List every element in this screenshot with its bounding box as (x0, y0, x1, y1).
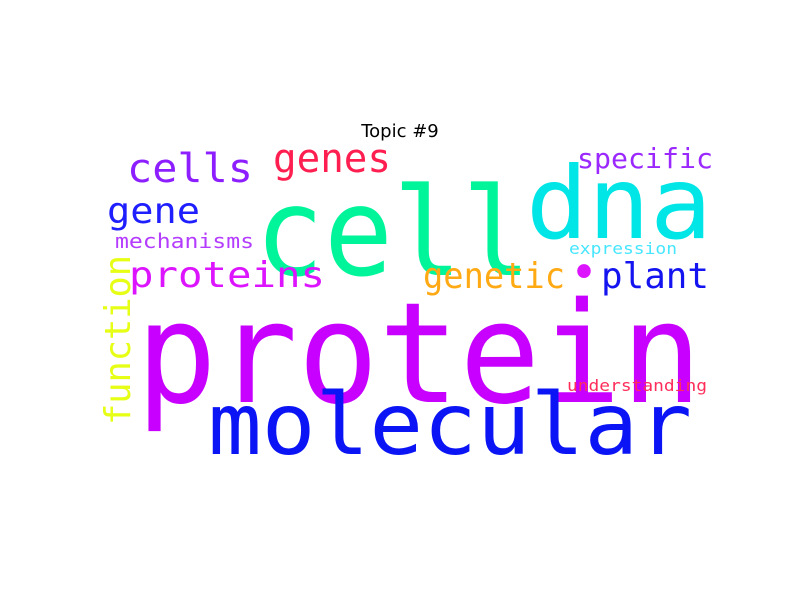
word-molecular: molecular (208, 375, 692, 456)
word-cell: cell (255, 162, 531, 304)
word-function: function (100, 255, 139, 425)
word-bullet: • (570, 245, 598, 301)
figure-title: Topic #9 (361, 121, 439, 142)
word-cloud: protein molecular cell dna cells genes s… (100, 144, 720, 456)
word-genes: genes (273, 144, 391, 182)
word-mechanisms: mechanisms (115, 229, 254, 253)
word-protein: protein (136, 273, 702, 436)
word-expression: expression (569, 239, 677, 258)
word-gene: gene (107, 191, 200, 232)
word-genetic: genetic (423, 256, 565, 297)
word-cells: cells (127, 146, 253, 192)
word-plant: plant (601, 256, 709, 297)
word-understanding: understanding (567, 376, 707, 395)
word-proteins: proteins (129, 255, 325, 296)
word-specific: specific (577, 144, 713, 175)
word-dna: dna (526, 145, 712, 262)
